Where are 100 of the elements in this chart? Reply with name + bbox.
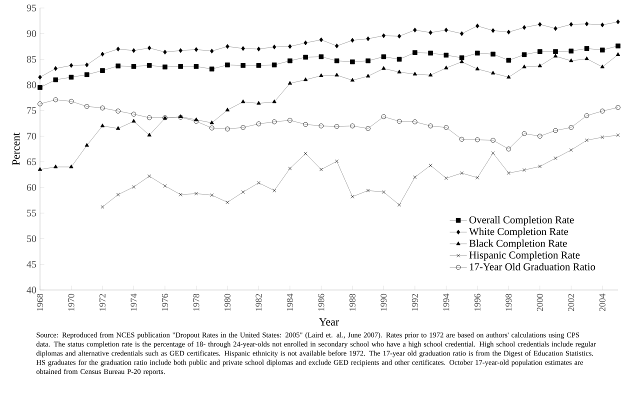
- point: [100, 68, 105, 73]
- point: [210, 48, 214, 54]
- point: [350, 59, 355, 64]
- point: [616, 105, 620, 110]
- point: [178, 192, 182, 196]
- point: [163, 184, 167, 188]
- point: [69, 63, 74, 68]
- point: [100, 124, 105, 128]
- point: [444, 28, 448, 32]
- point: [568, 48, 574, 54]
- x-tick-label: 1990: [380, 294, 387, 311]
- point: [116, 108, 120, 114]
- point: [226, 200, 230, 204]
- point: [38, 74, 42, 80]
- point: [444, 176, 448, 180]
- point: [600, 135, 604, 139]
- point: [132, 185, 136, 189]
- point: [178, 48, 182, 53]
- point: [490, 70, 496, 74]
- point: [84, 72, 90, 78]
- point: [334, 124, 340, 129]
- point: [475, 137, 480, 142]
- point: [538, 64, 542, 68]
- point: [396, 56, 402, 62]
- y-axis-title: Percent: [12, 132, 20, 166]
- point: [428, 72, 433, 76]
- point: [147, 132, 152, 136]
- point: [116, 46, 120, 52]
- point: [304, 40, 308, 46]
- point: [288, 44, 292, 49]
- point: [146, 115, 152, 120]
- point: [272, 44, 276, 50]
- point: [522, 168, 526, 172]
- point: [412, 72, 418, 76]
- x-axis-title: Year: [319, 318, 339, 326]
- point: [334, 58, 340, 64]
- point: [350, 194, 354, 198]
- point: [210, 120, 214, 124]
- y-tick-label: 90: [26, 30, 36, 37]
- point: [366, 58, 370, 64]
- point: [131, 112, 136, 117]
- x-tick-label: 2002: [568, 294, 574, 312]
- x-tick-label: 2004: [599, 294, 606, 312]
- point: [100, 205, 104, 209]
- point: [459, 55, 464, 60]
- point: [334, 44, 339, 48]
- point: [335, 160, 339, 164]
- point: [491, 28, 495, 33]
- point: [38, 85, 42, 90]
- y-tick-label: 55: [27, 210, 36, 216]
- y-tick-label: 40: [26, 286, 36, 294]
- point: [569, 148, 573, 152]
- point: [256, 46, 261, 52]
- point: [428, 124, 433, 128]
- point: [163, 50, 167, 54]
- legend-label: White Completion Rate: [469, 228, 568, 238]
- point: [194, 47, 198, 52]
- point: [490, 52, 496, 57]
- x-tick-label: 1998: [506, 294, 512, 311]
- point: [475, 66, 480, 70]
- point: [350, 38, 354, 43]
- point: [584, 56, 589, 60]
- point: [288, 58, 292, 64]
- legend-label: 17-Year Old Graduation Ratio: [470, 262, 596, 270]
- x-tick-label: 1982: [256, 294, 262, 311]
- x-tick-label: 1968: [36, 294, 44, 311]
- point: [304, 152, 308, 156]
- x-tick-label: 1978: [193, 294, 200, 311]
- point: [506, 30, 510, 34]
- point: [396, 118, 402, 124]
- point: [381, 54, 386, 60]
- point: [428, 164, 432, 168]
- point: [226, 44, 230, 49]
- point: [382, 190, 386, 194]
- point: [522, 131, 527, 136]
- point: [350, 124, 355, 128]
- point: [491, 151, 495, 155]
- point: [132, 48, 136, 53]
- point: [584, 113, 590, 118]
- x-tick-label: 2000: [536, 294, 543, 312]
- point: [240, 99, 246, 104]
- point: [194, 64, 199, 69]
- point: [553, 49, 558, 54]
- point: [444, 66, 448, 70]
- point: [162, 64, 168, 70]
- point: [148, 46, 152, 50]
- point: [319, 37, 324, 42]
- point: [68, 98, 74, 104]
- point: [318, 54, 324, 60]
- point: [553, 128, 558, 133]
- point: [554, 156, 558, 160]
- point: [146, 63, 152, 68]
- point: [522, 52, 527, 58]
- point: [538, 134, 542, 139]
- point: [490, 138, 496, 143]
- point: [616, 44, 620, 48]
- point: [132, 118, 136, 123]
- point: [553, 54, 558, 58]
- point: [84, 104, 90, 109]
- point: [54, 66, 58, 71]
